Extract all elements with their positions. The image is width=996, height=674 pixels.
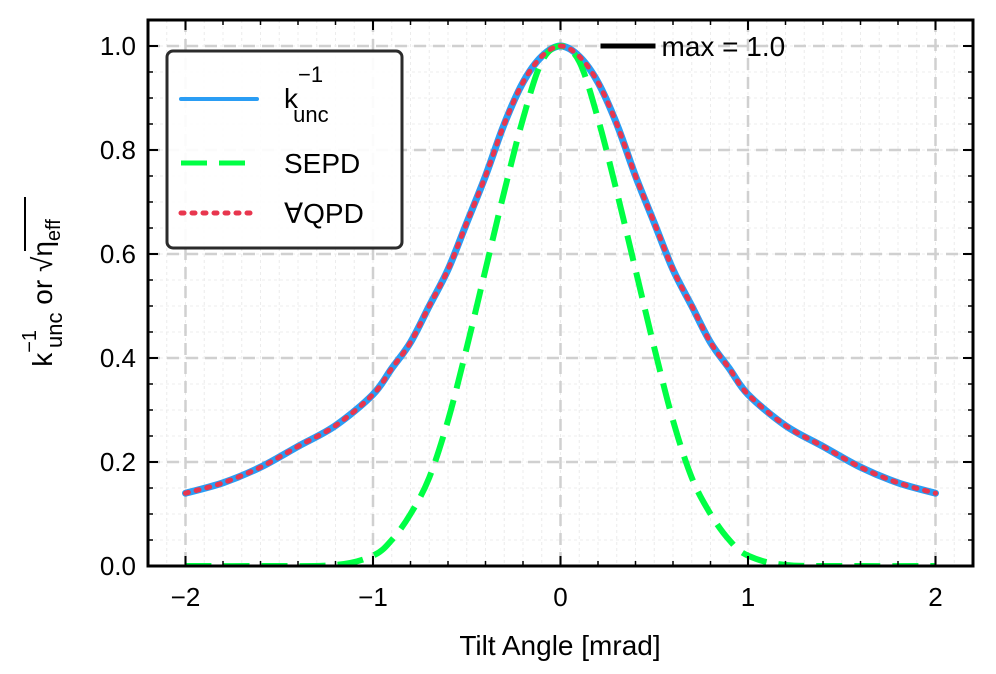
y-title-k-sub: unc <box>42 313 67 348</box>
y-tick-label: 0.2 <box>100 447 136 477</box>
x-tick-label: 0 <box>553 582 567 612</box>
y-title-eta-base: η <box>27 241 58 257</box>
y-tick-label: 0.6 <box>100 239 136 269</box>
annotation-text: max = 1.0 <box>662 31 786 62</box>
legend-label-k-unc: k−1 unc <box>284 62 329 127</box>
x-tick-labels: −2 −1 0 1 2 <box>171 582 943 612</box>
tick-marks <box>147 19 974 567</box>
x-tick-label: 1 <box>741 582 755 612</box>
x-tick-label: −1 <box>358 582 388 612</box>
legend: k−1 unc SEPD ∀QPD <box>165 49 404 250</box>
y-tick-label: 0.8 <box>100 135 136 165</box>
y-title-connector: or <box>27 272 58 312</box>
y-title-k-base: k <box>27 352 58 367</box>
legend-label-sepd: SEPD <box>284 148 360 179</box>
y-tick-label: 0.4 <box>100 343 136 373</box>
annotation: max = 1.0 <box>600 31 786 62</box>
x-tick-label: −2 <box>171 582 201 612</box>
series-qpd-line <box>183 43 938 496</box>
y-title-k-sup: −1 <box>19 330 41 353</box>
x-tick-label: 2 <box>928 582 942 612</box>
sqrt-sign: √ <box>27 256 58 272</box>
y-title-eta-sub: eff <box>43 219 65 241</box>
legend-k-sub: unc <box>293 102 328 127</box>
major-grid <box>148 20 973 566</box>
x-axis-title: Tilt Angle [mrad] <box>459 630 660 661</box>
svg-text:k−1unc or √ηeff: k−1unc or √ηeff <box>19 219 67 367</box>
series-layer <box>182 42 939 566</box>
legend-k-sup: −1 <box>298 62 323 87</box>
y-tick-labels: 0.0 0.2 0.4 0.6 0.8 1.0 <box>100 31 136 581</box>
y-axis-title: k−1unc or √ηeff <box>19 197 67 367</box>
y-tick-label: 0.0 <box>100 551 136 581</box>
legend-k-base: k <box>284 83 299 114</box>
y-tick-label: 1.0 <box>100 31 136 61</box>
legend-label-qpd: ∀QPD <box>284 198 364 229</box>
